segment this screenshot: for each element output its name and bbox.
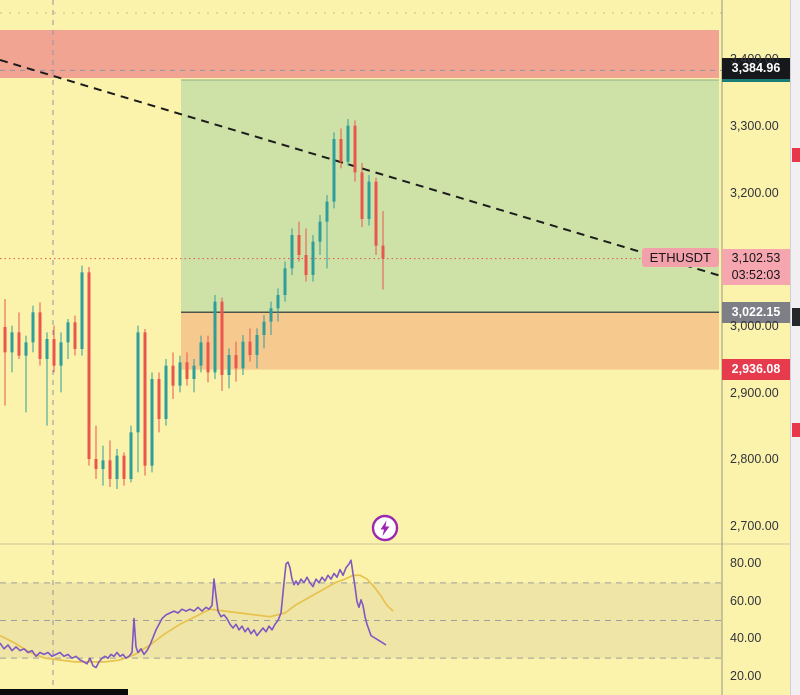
- candles-layer: [3, 119, 385, 489]
- price-tick-3200: 3,200.00: [730, 185, 779, 200]
- price-tick-2800: 2,800.00: [730, 452, 779, 467]
- zone-bottom-price-label: 2,936.08: [722, 359, 790, 381]
- zone-top-price-value: 3,022.15: [731, 304, 781, 319]
- teal-strip: [722, 79, 790, 83]
- rsi-tick-40: 40.00: [730, 631, 762, 646]
- price-tick-3300: 3,300.00: [730, 119, 779, 133]
- price-tick-2900: 2,900.00: [730, 385, 779, 400]
- dark-mark-mid: [792, 308, 800, 326]
- rsi-tick-80: 80.00: [730, 556, 762, 570]
- crosshair-price-label: 3,384.96: [722, 58, 790, 83]
- zone-bottom-price-value: 2,936.08: [731, 362, 781, 377]
- red-mark-bottom: [792, 423, 800, 437]
- rsi-band: [0, 582, 722, 659]
- rsi-line: [0, 559, 387, 669]
- quick-action-button[interactable]: [371, 514, 399, 542]
- crosshair-price-value: 3,384.96: [731, 61, 781, 76]
- price-axis[interactable]: 3,384.96 3,102.53 03:52:03 3,022.15 2,93…: [722, 0, 790, 695]
- demand-zone-orange[interactable]: [181, 312, 719, 370]
- rsi-ma-line: [0, 574, 394, 663]
- lightning-bolt-icon: [371, 514, 399, 542]
- price-tick-2700: 2,700.00: [730, 519, 779, 533]
- last-price-value: 3,102.53: [731, 250, 781, 265]
- rsi-tick-20: 20.00: [730, 669, 762, 683]
- bottom-toolbar-fragment: [0, 689, 128, 695]
- price-tick-3400: 3,400.00: [730, 52, 779, 67]
- rsi-tick-60: 60.00: [730, 593, 762, 608]
- resistance-zone-pink[interactable]: [0, 30, 719, 78]
- zone-top-price-label: 3,022.15: [722, 301, 790, 323]
- red-mark-top: [792, 148, 800, 162]
- symbol-tag[interactable]: ETHUSDT: [641, 248, 719, 268]
- price-tick-3000: 3,000.00: [730, 319, 779, 333]
- last-price-label: 3,102.53 03:52:03: [722, 248, 790, 285]
- bar-countdown: 03:52:03: [731, 267, 781, 282]
- supply-zone-green[interactable]: [181, 80, 719, 313]
- right-edge-strip[interactable]: [790, 0, 800, 695]
